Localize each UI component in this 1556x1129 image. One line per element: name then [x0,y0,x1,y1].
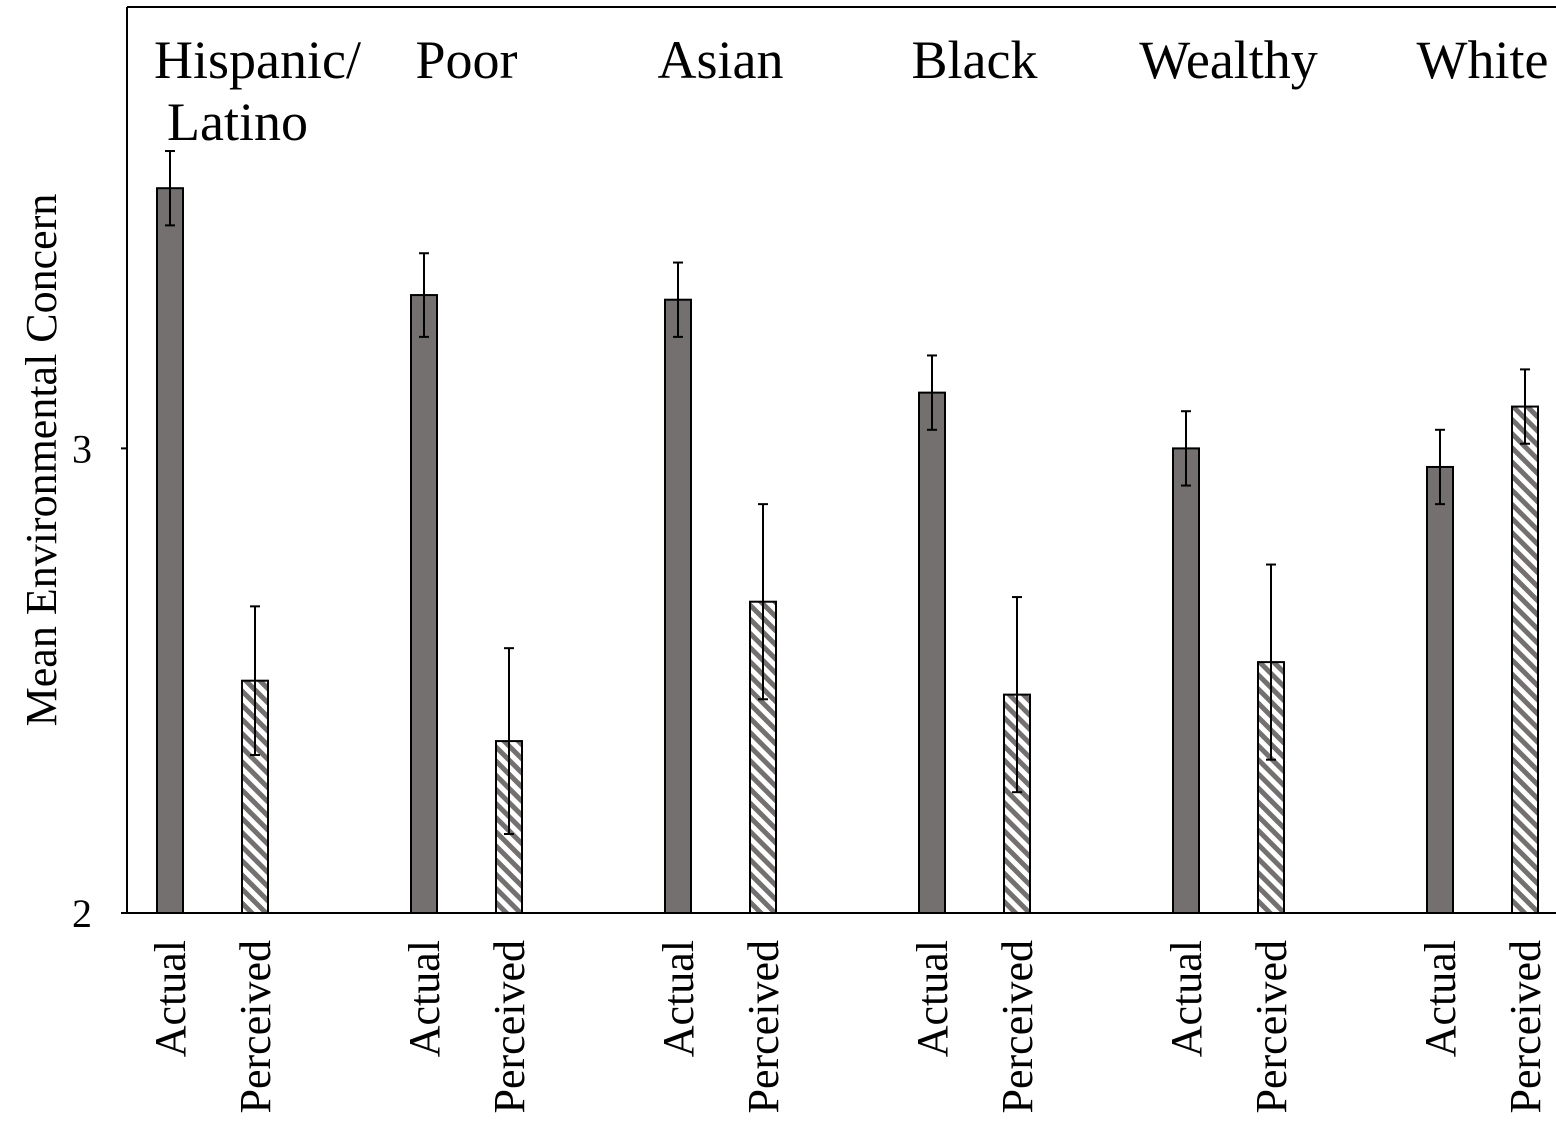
group-label-hispaniclatino: Hispanic/ [154,30,361,90]
x-tick-label-perceived-hispaniclatino: Perceived [231,940,280,1113]
x-tick-label-perceived-asian: Perceived [739,940,788,1113]
x-tick-label-actual-hispaniclatino: Actual [146,940,195,1057]
bar-actual-wealthy [1172,447,1200,914]
plot-border [126,6,1556,913]
x-tick-label-actual-asian: Actual [654,940,703,1057]
bar-actual-poor [410,294,438,914]
y-tick-label: 3 [72,426,92,471]
x-tick-label-actual-poor: Actual [400,940,449,1057]
y-tick-label: 2 [72,891,92,936]
x-tick-label-actual-wealthy: Actual [1162,940,1211,1057]
x-tick-label-perceived-wealthy: Perceived [1247,940,1296,1113]
group-label-wealthy: Wealthy [1139,30,1318,90]
bars-layer [156,187,1539,915]
bar-actual-asian [664,298,692,914]
group-label-white: White [1417,30,1549,90]
x-tick-label-perceived-poor: Perceived [485,940,534,1113]
bar-actual-hispaniclatino [156,187,184,914]
group-label-hispaniclatino: Latino [167,92,308,152]
bar-actual-white [1426,465,1454,914]
labels-layer: Hispanic/Latino Actual Perceived Poor Actual… [146,30,1550,1113]
group-label-black: Black [912,30,1038,90]
x-tick-label-perceived-white: Perceived [1501,940,1550,1113]
group-label-asian: Asian [658,30,784,90]
y-axis-label: Mean Environmental Concern [17,194,66,727]
error-bars-layer [165,150,1530,836]
x-tick-label-actual-black: Actual [908,940,957,1057]
x-tick-label-actual-white: Actual [1416,940,1465,1057]
x-tick-label-perceived-black: Perceived [993,940,1042,1113]
bar-actual-black [918,391,946,914]
group-label-poor: Poor [415,30,517,90]
bar-perceived-white [1511,405,1539,914]
